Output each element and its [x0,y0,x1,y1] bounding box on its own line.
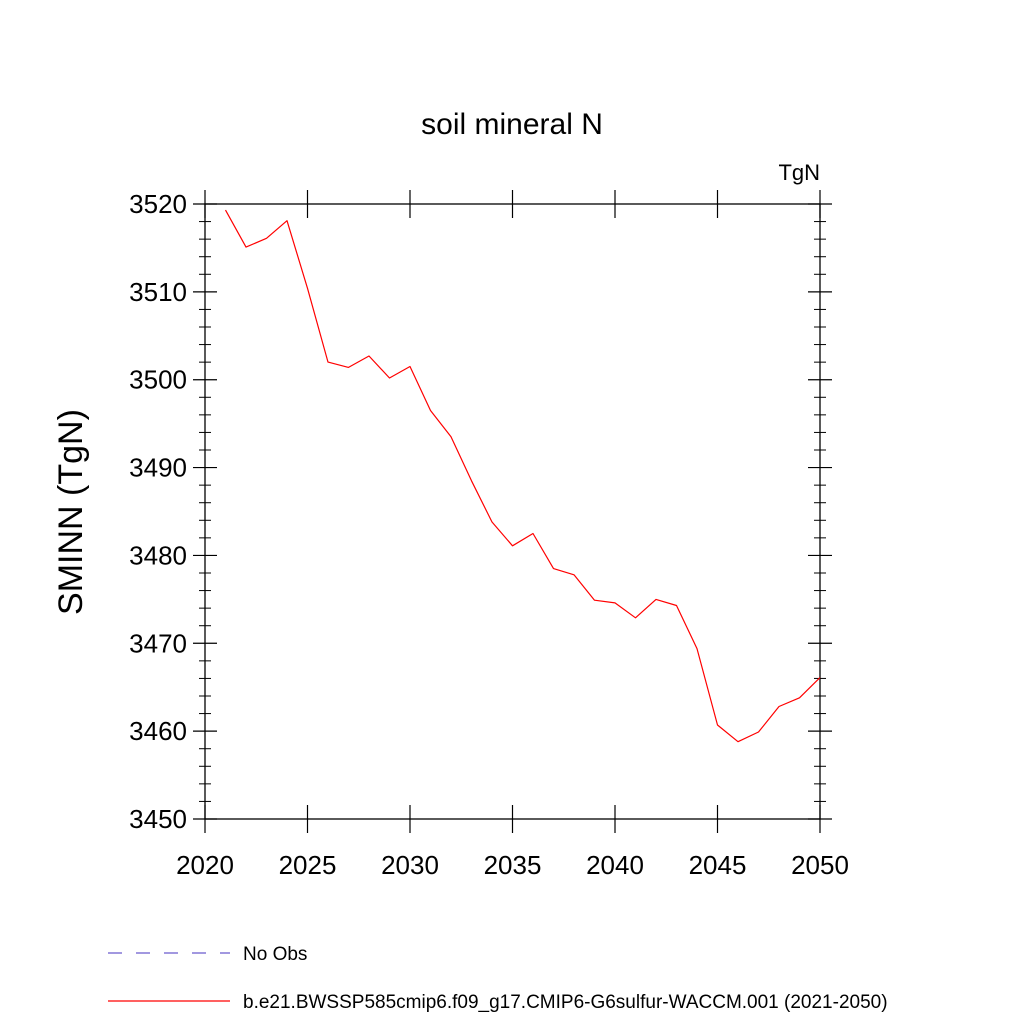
data-point [635,617,636,618]
data-point [696,648,697,649]
x-tick-label: 2030 [381,850,439,880]
data-point [409,366,410,367]
data-point [594,600,595,601]
series-line [224,209,821,743]
data-point [512,545,513,546]
data-point [225,210,226,211]
data-point [245,246,246,247]
data-point [553,568,554,569]
plot-frame [204,203,821,820]
data-point [799,697,800,698]
data-point [286,220,287,221]
x-tick-labels: 2020 2025 2030 2035 2040 2045 2050 [176,850,849,880]
data-point [532,533,533,534]
y-tick-label: 3450 [129,804,187,834]
data-point [758,731,759,732]
y-tick-label: 3520 [129,189,187,219]
data-point [737,741,738,742]
data-point [450,436,451,437]
data-point [327,362,328,363]
y-tick-label: 3490 [129,453,187,483]
legend: No Obs b.e21.BWSSP585cmip6.f09_g17.CMIP6-… [108,944,888,1013]
data-point [573,574,574,575]
y-tick-labels: 3450 3460 3470 3480 3490 3500 3510 3520 [129,189,187,834]
data-point [471,480,472,481]
y-tick-label: 3470 [129,628,187,658]
y-tick-label: 3500 [129,365,187,395]
data-point [717,724,718,725]
data-point [430,410,431,411]
data-point [655,599,656,600]
legend-label: b.e21.BWSSP585cmip6.f09_g17.CMIP6-G6sulf… [243,992,888,1013]
units-label: TgN [778,160,820,185]
data-point [614,602,615,603]
data-point [819,677,820,678]
y-tick-label: 3480 [129,540,187,570]
y-tick-label: 3460 [129,716,187,746]
data-point [676,605,677,606]
series-layer [224,209,821,743]
data-point [491,521,492,522]
data-point [307,288,308,289]
x-tick-label: 2035 [484,850,542,880]
x-tick-label: 2050 [791,850,849,880]
data-point [266,238,267,239]
data-point [778,706,779,707]
x-tick-label: 2045 [689,850,747,880]
data-point [389,377,390,378]
legend-label: No Obs [243,944,307,965]
data-point [348,367,349,368]
y-tick-label: 3510 [129,277,187,307]
chart-title: soil mineral N [421,108,603,141]
data-point [368,355,369,356]
x-tick-label: 2020 [176,850,234,880]
x-tick-label: 2040 [586,850,644,880]
y-axis-label: SMINN (TgN) [52,409,90,615]
axis-ticks [193,190,832,833]
x-tick-label: 2025 [279,850,337,880]
